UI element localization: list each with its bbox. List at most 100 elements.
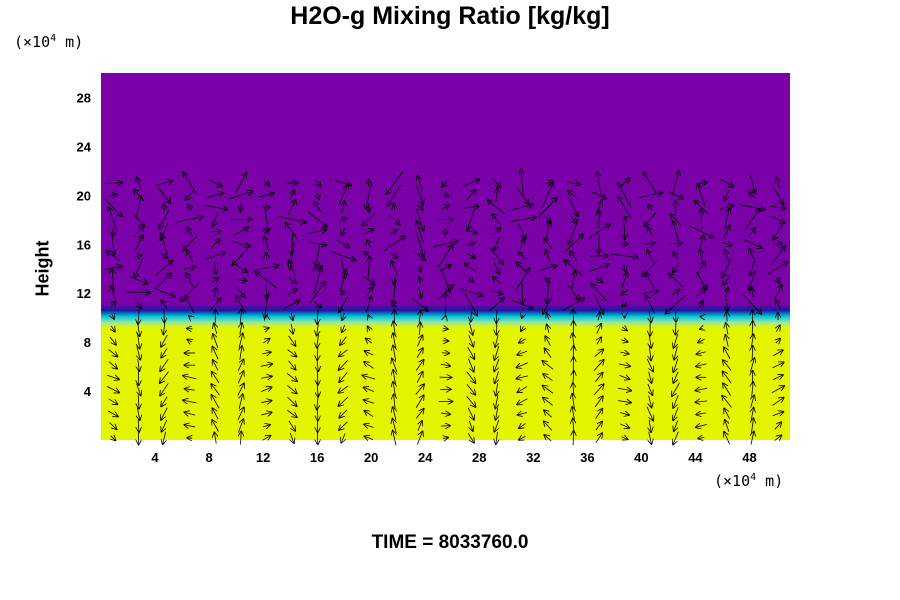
velocity-arrow — [419, 264, 421, 271]
velocity-arrow — [132, 226, 144, 238]
velocity-arrow — [749, 249, 756, 263]
velocity-arrow — [317, 309, 318, 323]
y-tick-label: 12 — [77, 286, 91, 301]
velocity-arrow — [698, 437, 705, 438]
velocity-arrow — [568, 198, 578, 216]
velocity-arrow — [588, 264, 609, 273]
velocity-arrow — [739, 204, 765, 210]
velocity-arrow — [648, 204, 652, 211]
velocity-arrow — [469, 278, 473, 282]
velocity-arrow — [647, 250, 654, 263]
velocity-arrow — [316, 190, 319, 199]
velocity-arrow — [127, 292, 150, 293]
velocity-arrow — [587, 224, 610, 240]
velocity-arrow — [263, 179, 269, 185]
velocity-arrow — [108, 398, 118, 404]
velocity-arrow — [772, 398, 783, 406]
velocity-arrow — [649, 333, 651, 348]
velocity-arrow — [237, 371, 243, 384]
velocity-arrow — [366, 181, 373, 209]
velocity-arrow — [468, 358, 473, 372]
velocity-arrow — [205, 252, 226, 260]
velocity-arrow — [543, 238, 553, 250]
velocity-arrow — [649, 431, 652, 444]
velocity-arrow — [156, 273, 171, 288]
velocity-arrow — [176, 217, 203, 223]
velocity-arrow — [645, 243, 654, 245]
velocity-arrow — [235, 173, 246, 194]
velocity-arrow — [240, 202, 241, 212]
velocity-arrow — [570, 251, 578, 261]
velocity-arrow — [240, 309, 241, 324]
y-axis-unit: (×104 m) — [14, 33, 84, 51]
velocity-arrow — [214, 262, 216, 273]
y-tick-label: 16 — [77, 237, 91, 252]
velocity-arrow — [411, 297, 428, 311]
velocity-arrow — [773, 350, 783, 357]
velocity-arrow — [567, 284, 579, 300]
velocity-arrow — [288, 360, 295, 370]
velocity-arrow — [695, 388, 708, 390]
velocity-arrow — [674, 420, 678, 431]
velocity-arrow — [542, 361, 554, 370]
velocity-arrow — [466, 371, 475, 383]
velocity-arrow — [342, 312, 345, 320]
velocity-arrow — [366, 338, 373, 343]
velocity-arrow — [364, 362, 374, 369]
y-tick-label: 8 — [84, 335, 91, 350]
velocity-arrow — [138, 394, 139, 409]
velocity-arrow — [618, 183, 632, 208]
velocity-arrow — [774, 285, 781, 301]
velocity-arrow — [287, 349, 297, 357]
velocity-arrow — [463, 206, 479, 208]
velocity-arrow — [415, 360, 423, 371]
velocity-arrow — [673, 358, 679, 372]
velocity-arrow — [772, 185, 784, 204]
velocity-arrow — [492, 228, 501, 236]
velocity-arrow — [137, 346, 140, 359]
velocity-arrow — [261, 387, 271, 393]
velocity-arrow — [568, 191, 580, 200]
velocity-arrow — [649, 395, 652, 408]
velocity-arrow — [341, 290, 345, 295]
velocity-arrow — [776, 339, 780, 343]
y-tick-label: 20 — [77, 188, 91, 203]
velocity-arrow — [617, 388, 631, 390]
velocity-arrow — [749, 192, 757, 199]
velocity-arrow — [339, 296, 348, 313]
velocity-arrow — [287, 200, 295, 215]
velocity-arrow — [521, 326, 523, 331]
velocity-arrow — [341, 433, 345, 442]
velocity-arrow — [317, 381, 318, 397]
velocity-arrow — [264, 237, 270, 251]
velocity-arrow — [362, 275, 375, 285]
velocity-arrow — [187, 340, 192, 343]
velocity-arrow — [724, 432, 730, 445]
velocity-arrow — [750, 260, 755, 276]
velocity-arrow — [547, 314, 549, 320]
velocity-arrow — [466, 396, 476, 407]
velocity-arrow — [342, 324, 345, 332]
velocity-arrow — [163, 323, 165, 334]
velocity-arrow — [696, 364, 707, 367]
velocity-arrow — [212, 372, 220, 383]
velocity-arrow — [187, 227, 192, 236]
velocity-arrow — [416, 372, 422, 383]
velocity-arrow — [517, 351, 528, 355]
velocity-arrow — [522, 315, 523, 318]
velocity-arrow — [262, 425, 270, 427]
velocity-arrow — [368, 202, 369, 212]
velocity-arrow — [726, 298, 728, 310]
velocity-arrow — [542, 183, 553, 208]
velocity-arrow — [314, 202, 322, 214]
velocity-arrow — [317, 359, 318, 371]
velocity-arrow — [416, 348, 423, 358]
velocity-arrow — [643, 172, 658, 195]
velocity-arrow — [162, 300, 168, 309]
velocity-arrow — [183, 400, 197, 403]
velocity-arrow — [235, 280, 246, 281]
velocity-arrow — [668, 191, 683, 199]
x-tick-label: 4 — [151, 450, 159, 465]
velocity-arrow — [317, 345, 318, 360]
velocity-arrow — [135, 300, 142, 308]
